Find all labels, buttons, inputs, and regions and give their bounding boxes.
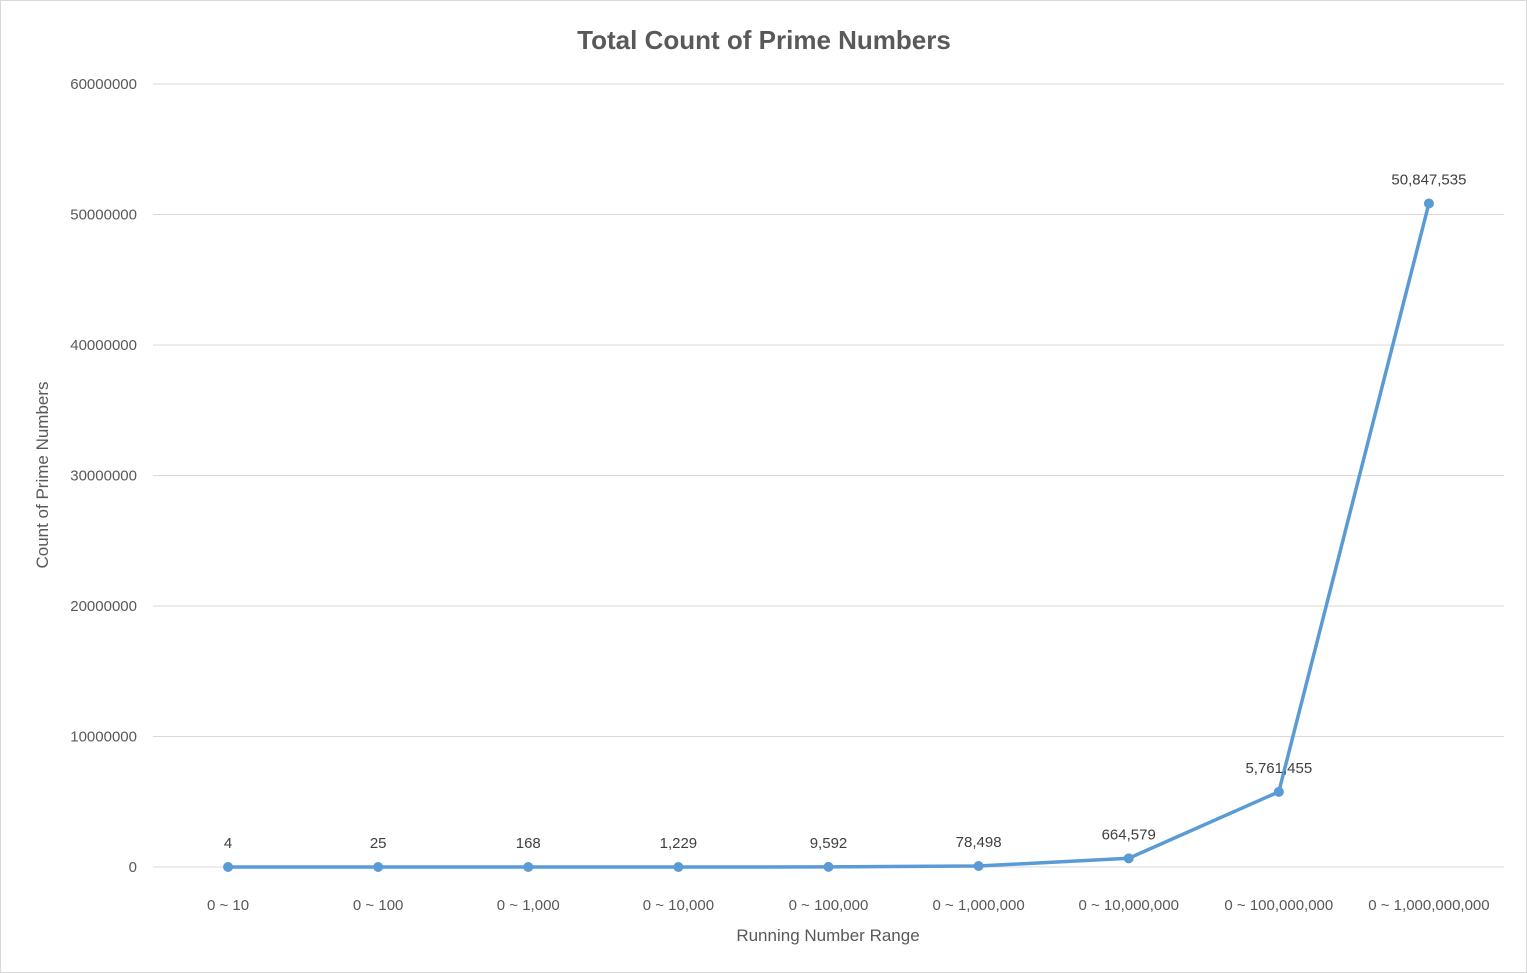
y-axis-ticks: 0 10000000 20000000 30000000 40000000 5000000…: [70, 76, 137, 876]
x-tick-label: 0 ~ 10: [207, 897, 249, 914]
y-tick-label: 10000000: [70, 729, 137, 746]
data-point: [1423, 198, 1434, 209]
data-point: [523, 861, 534, 872]
x-axis-ticks: 0 ~ 10 0 ~ 100 0 ~ 1,000 0 ~ 10,000 0 ~ 100,…: [207, 897, 1490, 914]
data-label: 78,498: [956, 834, 1002, 851]
y-tick-label: 60000000: [70, 76, 137, 93]
data-label: 168: [516, 835, 541, 852]
y-tick-label: 20000000: [70, 598, 137, 615]
data-labels: 4 25 168 1,229 9,592 78,498 664,579 5,761,455 50…: [224, 171, 1467, 852]
gridlines: [153, 83, 1504, 868]
x-tick-label: 0 ~ 1,000: [497, 897, 560, 914]
x-tick-label: 0 ~ 10,000,000: [1078, 897, 1179, 914]
x-tick-label: 0 ~ 10,000: [643, 897, 714, 914]
data-label: 1,229: [660, 835, 698, 852]
data-point: [1123, 853, 1134, 864]
data-label: 664,579: [1102, 826, 1156, 843]
y-tick-label: 50000000: [70, 207, 137, 224]
data-point: [823, 861, 834, 872]
series-layer: [223, 198, 1434, 872]
y-tick-label: 40000000: [70, 337, 137, 354]
x-tick-label: 0 ~ 100,000: [789, 897, 869, 914]
data-point: [1273, 786, 1284, 797]
x-tick-label: 0 ~ 1,000,000: [933, 897, 1025, 914]
data-label: 5,761,455: [1245, 760, 1312, 777]
chart-title: Total Count of Prime Numbers: [577, 25, 951, 55]
data-point: [223, 861, 234, 872]
data-point: [373, 861, 384, 872]
data-point: [973, 860, 984, 871]
data-label: 50,847,535: [1391, 171, 1466, 188]
x-tick-label: 0 ~ 100,000,000: [1224, 897, 1333, 914]
y-tick-label: 30000000: [70, 468, 137, 485]
data-label: 9,592: [810, 835, 848, 852]
x-tick-label: 0 ~ 100: [353, 897, 403, 914]
x-axis-title: Running Number Range: [736, 926, 919, 945]
data-point: [673, 861, 684, 872]
y-tick-label: 0: [129, 859, 137, 876]
x-tick-label: 0 ~ 1,000,000,000: [1368, 897, 1489, 914]
y-axis-title: Count of Prime Numbers: [33, 381, 52, 568]
data-label: 25: [370, 835, 387, 852]
data-label: 4: [224, 835, 232, 852]
